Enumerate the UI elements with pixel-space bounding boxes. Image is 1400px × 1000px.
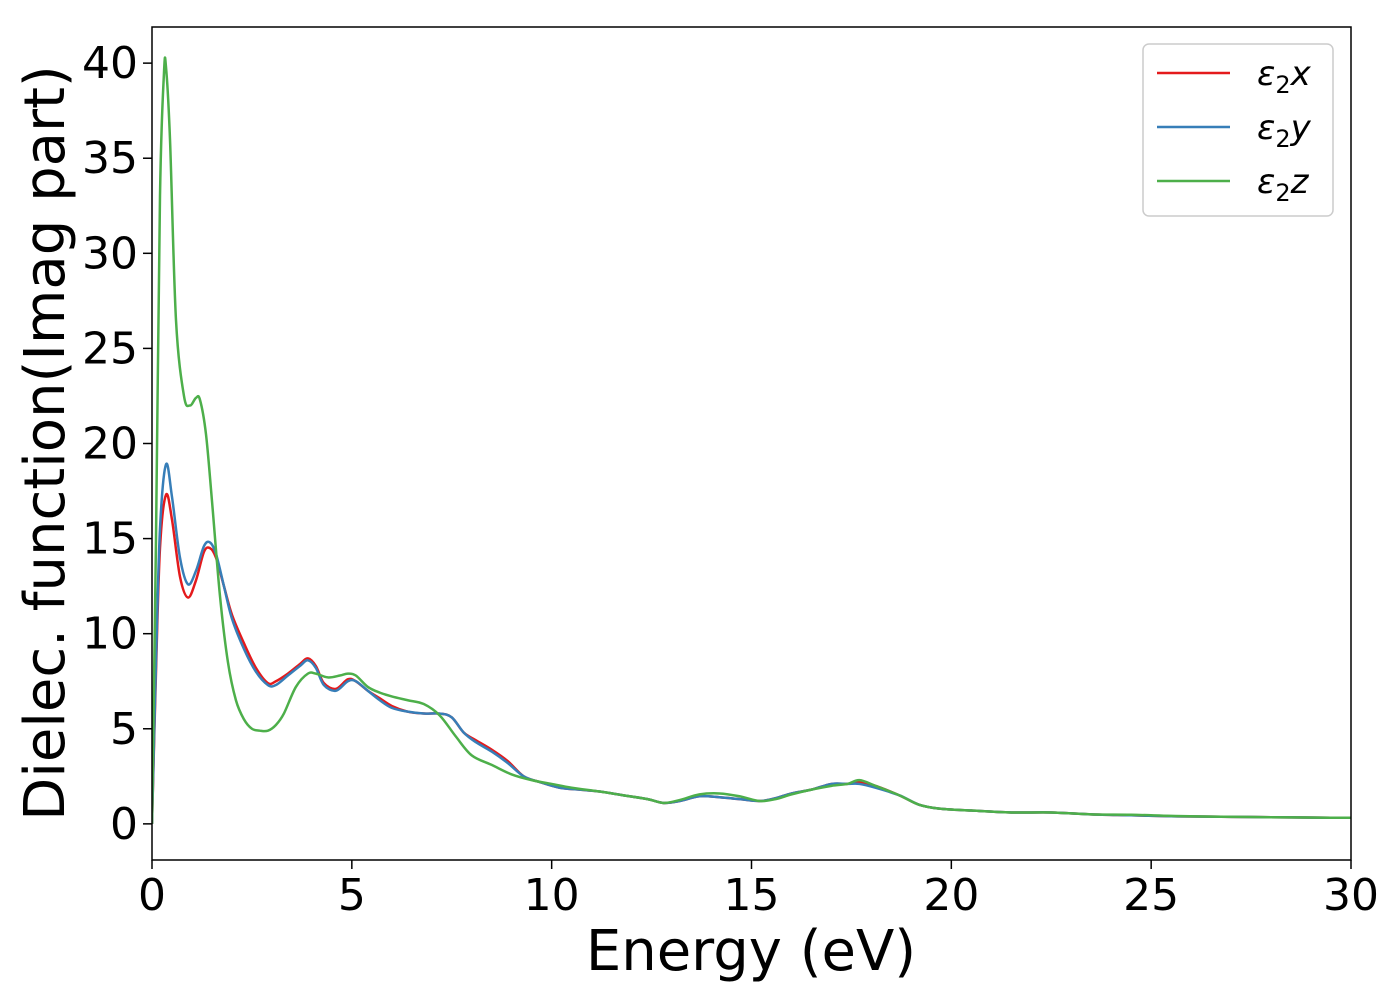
x-tick-label: 15 bbox=[724, 870, 780, 921]
y-axis-label: Dielec. function(Imag part) bbox=[13, 65, 78, 821]
series-line-3 bbox=[152, 56, 1351, 824]
x-axis-ticks: 0 5 10 15 20 25 30 bbox=[138, 860, 1379, 921]
y-tick-label: 20 bbox=[82, 419, 138, 470]
x-tick-label: 10 bbox=[524, 870, 580, 921]
legend: ε2x ε2y ε2z bbox=[1142, 43, 1334, 217]
x-axis-label: Energy (eV) bbox=[586, 919, 916, 984]
x-tick-label: 0 bbox=[138, 870, 166, 921]
y-tick-label: 40 bbox=[82, 38, 138, 89]
y-tick-label: 30 bbox=[82, 228, 138, 279]
legend-box bbox=[1142, 43, 1334, 217]
series-layer bbox=[152, 56, 1351, 824]
x-tick-label: 5 bbox=[338, 870, 366, 921]
legend-label-3: ε2z bbox=[1257, 162, 1310, 207]
legend-label-1: ε2x bbox=[1257, 54, 1312, 99]
y-tick-label: 25 bbox=[82, 323, 138, 374]
y-tick-label: 35 bbox=[82, 133, 138, 184]
series-line-2 bbox=[152, 462, 1351, 824]
y-tick-label: 10 bbox=[82, 609, 138, 660]
series-line-1 bbox=[152, 492, 1351, 824]
y-tick-label: 0 bbox=[110, 799, 138, 850]
x-tick-label: 30 bbox=[1323, 870, 1379, 921]
y-tick-label: 5 bbox=[110, 704, 138, 755]
x-tick-label: 25 bbox=[1123, 870, 1179, 921]
y-tick-label: 15 bbox=[82, 514, 138, 565]
legend-label-2: ε2y bbox=[1257, 108, 1312, 153]
y-axis-ticks: 0 5 10 15 20 25 30 35 40 bbox=[82, 38, 152, 850]
x-tick-label: 20 bbox=[923, 870, 979, 921]
